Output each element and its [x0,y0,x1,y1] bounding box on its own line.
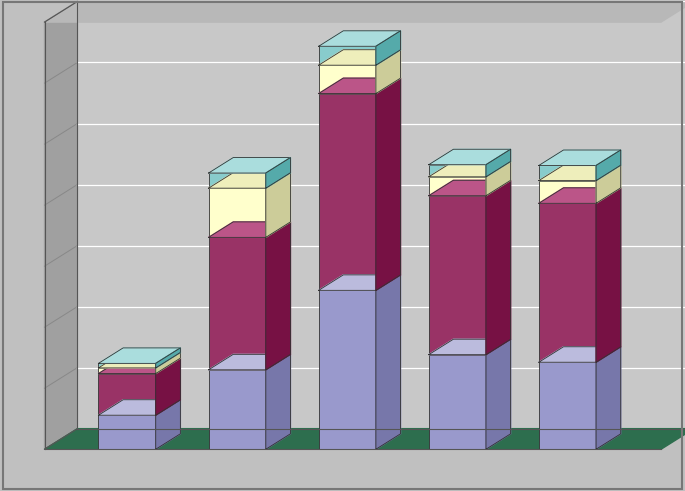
Bar [319,94,376,290]
Polygon shape [266,355,290,449]
Bar [99,368,155,374]
Bar [539,165,596,181]
Polygon shape [208,222,290,237]
Polygon shape [376,275,401,449]
Polygon shape [45,1,77,449]
Polygon shape [429,162,510,177]
Bar [208,370,266,449]
Polygon shape [376,78,401,290]
Polygon shape [319,31,401,46]
Polygon shape [99,353,180,368]
Polygon shape [99,358,180,374]
Polygon shape [266,173,290,237]
Polygon shape [596,347,621,449]
Polygon shape [596,165,621,203]
Polygon shape [429,180,510,196]
Bar [208,173,266,188]
Polygon shape [155,358,180,415]
Polygon shape [596,150,621,181]
Polygon shape [596,188,621,362]
Polygon shape [266,158,290,188]
Bar [429,164,486,177]
Bar [429,355,486,449]
Bar [429,177,486,196]
Bar [539,362,596,449]
Bar [539,181,596,203]
Bar [319,290,376,449]
Polygon shape [539,150,621,165]
Polygon shape [208,173,290,188]
Polygon shape [539,165,621,181]
Bar [99,363,155,368]
Polygon shape [45,1,685,22]
Polygon shape [486,162,510,196]
Polygon shape [155,400,180,449]
Polygon shape [429,339,510,355]
Polygon shape [155,348,180,368]
Polygon shape [539,347,621,362]
Polygon shape [99,348,180,363]
Bar [539,203,596,362]
Bar [208,188,266,237]
Polygon shape [77,1,685,429]
Polygon shape [208,158,290,173]
Bar [319,65,376,94]
Bar [99,374,155,415]
Polygon shape [266,222,290,370]
Polygon shape [99,400,180,415]
Polygon shape [486,339,510,449]
Polygon shape [486,149,510,177]
Polygon shape [376,50,401,94]
Bar [429,196,486,355]
Bar [208,237,266,370]
Polygon shape [539,188,621,203]
Polygon shape [376,31,401,65]
Polygon shape [319,78,401,94]
Polygon shape [155,353,180,374]
Polygon shape [45,429,685,449]
Bar [319,46,376,65]
Polygon shape [319,50,401,65]
Bar [99,415,155,449]
Polygon shape [429,149,510,164]
Polygon shape [486,180,510,355]
Polygon shape [319,275,401,290]
Polygon shape [208,355,290,370]
